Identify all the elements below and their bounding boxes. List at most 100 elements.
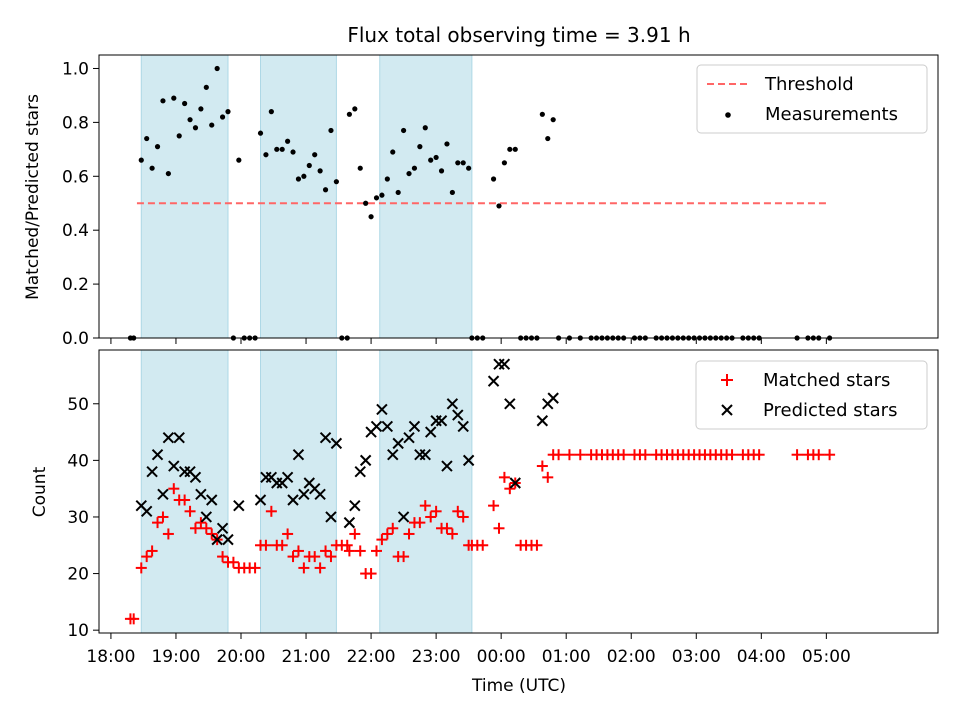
- observing-interval-band: [260, 349, 337, 634]
- matched-star-point: [441, 522, 453, 534]
- predicted-star-stroke: [509, 477, 521, 489]
- y-tick-label: 10: [67, 621, 89, 641]
- matched-star-point: [753, 449, 765, 461]
- predicted-star-stroke: [157, 488, 169, 501]
- predicted-star-point: [381, 420, 394, 433]
- matched-star-point: [531, 539, 543, 551]
- x-tick-label: 20:00: [217, 647, 266, 667]
- matched-star-point: [135, 562, 147, 574]
- matched-star-point: [162, 528, 174, 540]
- predicted-star-stroke: [424, 426, 437, 438]
- measurement-point: [373, 195, 380, 201]
- measurement-point: [219, 114, 226, 120]
- predicted-star-stroke: [195, 488, 207, 501]
- matched-star-point: [425, 511, 437, 523]
- x-tick-label: 18:00: [86, 647, 135, 667]
- top-panel: 0.0 0.2 0.4 0.6 0.8 1.0 Matched/Predicted sta…: [23, 54, 939, 349]
- matched-star-point: [249, 562, 261, 574]
- matched-star-point: [498, 471, 510, 483]
- matched-star-point: [542, 471, 554, 483]
- x-tick-label: 04:00: [737, 647, 786, 667]
- bottom-panel: 10 20 30 40 50 18:00 19:00 20:00 21:00 22:00 23:0…: [30, 349, 939, 696]
- matched-star-point: [200, 522, 212, 534]
- predicted-star-point: [359, 454, 372, 467]
- measurement-point: [306, 162, 312, 169]
- predicted-star-stroke: [387, 449, 399, 461]
- measurement-point: [390, 149, 396, 155]
- measurement-point: [507, 146, 513, 152]
- measurement-point: [225, 109, 231, 115]
- measurement-point: [279, 146, 285, 152]
- measurement-point: [268, 109, 274, 115]
- matched-star-point: [553, 449, 565, 461]
- predicted-star-stroke: [349, 499, 361, 512]
- predicted-star-point: [376, 403, 388, 416]
- observing-interval-band: [379, 349, 473, 634]
- predicted-star-point: [162, 432, 175, 444]
- predicted-star-stroke: [457, 420, 469, 433]
- matched-star-point: [184, 505, 196, 517]
- measurement-point: [438, 168, 445, 174]
- matched-star-point: [488, 500, 500, 512]
- matched-star-point: [325, 551, 337, 563]
- x-tick-label: 22:00: [347, 647, 396, 667]
- predicted-star-stroke: [281, 471, 294, 484]
- matched-star-point: [195, 517, 207, 529]
- observing-interval-band: [379, 54, 473, 339]
- legend-predicted-swatch: [721, 404, 733, 416]
- legend-predicted-label: Predicted stars: [763, 400, 897, 421]
- predicted-star-stroke: [222, 533, 234, 546]
- measurement-point: [333, 179, 339, 185]
- matched-stars-points: [124, 449, 836, 625]
- measurement-point: [428, 157, 434, 163]
- predicted-star-stroke: [309, 482, 321, 495]
- top-x-ticks: [110, 338, 827, 344]
- predicted-star-stroke: [200, 511, 213, 523]
- legend-measurement-label: Measurements: [765, 104, 898, 125]
- predicted-star-point: [222, 533, 234, 546]
- observing-interval-band: [140, 54, 229, 339]
- measurement-point: [501, 160, 508, 166]
- predicted-star-point: [446, 398, 459, 410]
- x-tick-label: 05:00: [802, 647, 851, 667]
- predicted-star-point: [349, 499, 361, 512]
- top-y-ticks: 0.0 0.2 0.4 0.6 0.8 1.0: [62, 59, 99, 349]
- predicted-star-point: [452, 409, 464, 421]
- predicted-star-stroke: [441, 460, 453, 472]
- matched-star-point: [813, 449, 825, 461]
- matched-star-point: [341, 539, 353, 551]
- x-tick-label: 01:00: [542, 647, 591, 667]
- measurement-point: [290, 149, 296, 155]
- matched-star-point: [824, 449, 836, 461]
- matched-star-point: [370, 545, 382, 557]
- bottom-legend: Matched stars Predicted stars: [695, 360, 928, 430]
- y-tick-label: 0.4: [62, 221, 89, 241]
- measurement-point: [182, 100, 188, 107]
- measurement-point: [285, 138, 291, 144]
- predicted-star-point: [146, 465, 158, 478]
- matched-star-point: [287, 551, 299, 563]
- predicted-star-point: [292, 449, 305, 461]
- measurement-point: [176, 133, 182, 139]
- predicted-star-point: [403, 432, 415, 444]
- measurement-point: [363, 200, 369, 206]
- measurement-point: [322, 187, 329, 193]
- bottom-axes-frame: [98, 349, 939, 634]
- measurement-point: [368, 214, 374, 220]
- matched-star-point: [217, 551, 229, 563]
- matched-star-point: [446, 528, 458, 540]
- predicted-star-point: [441, 460, 453, 472]
- predicted-stars-points: [135, 358, 559, 546]
- predicted-star-stroke: [233, 499, 245, 512]
- matched-star-point: [563, 449, 575, 461]
- observing-interval-band: [260, 54, 337, 339]
- predicted-star-stroke: [325, 511, 337, 523]
- matched-star-point: [376, 534, 388, 546]
- matched-star-point: [298, 562, 310, 574]
- predicted-star-stroke: [216, 522, 229, 534]
- measurement-point: [198, 106, 204, 112]
- top-axes-frame: [98, 54, 939, 339]
- measurement-point: [263, 152, 269, 158]
- predicted-star-point: [387, 449, 399, 461]
